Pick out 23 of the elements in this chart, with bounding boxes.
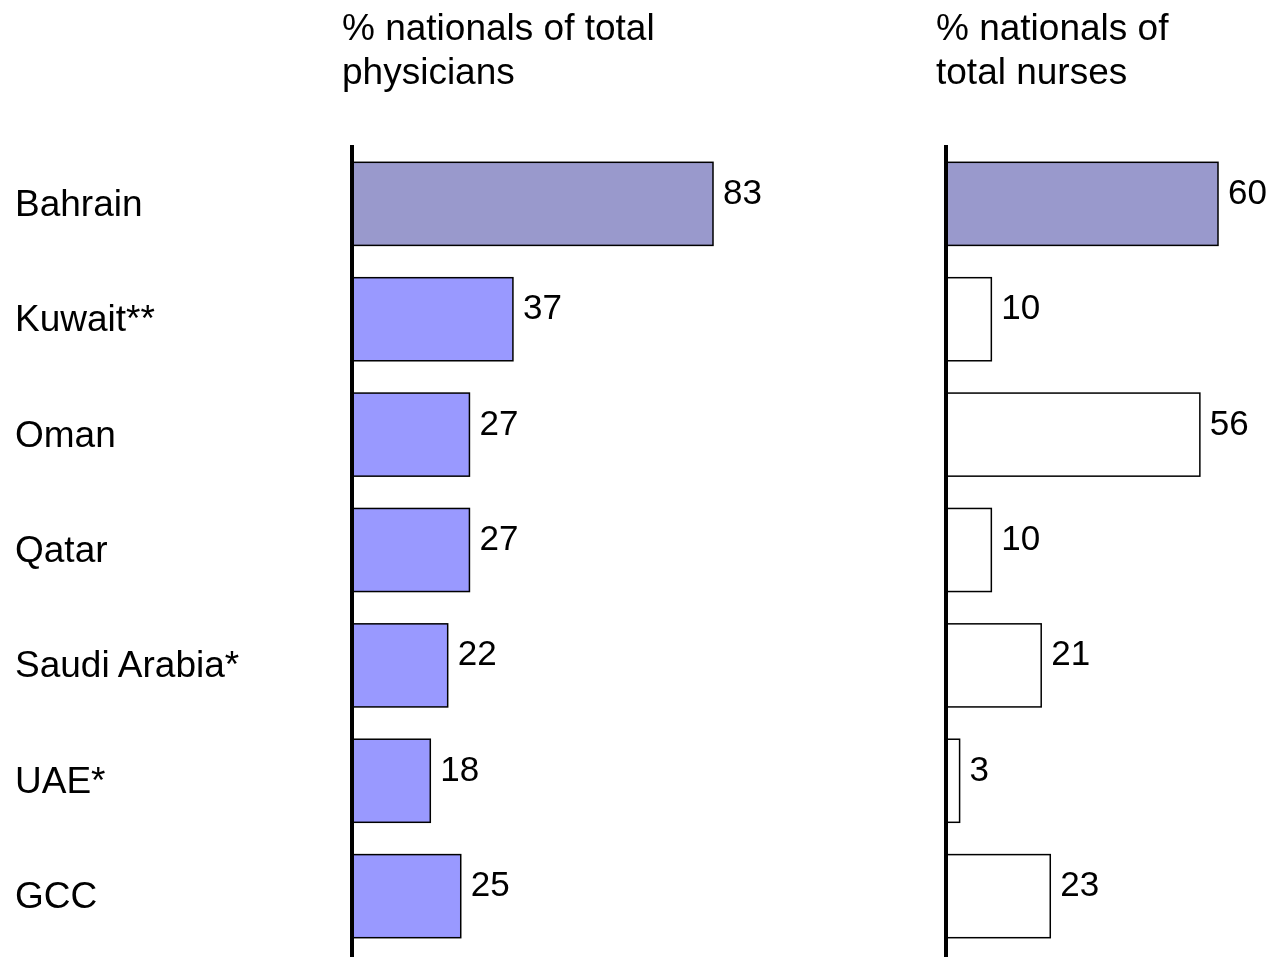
y-tick-label: GCC (15, 875, 98, 917)
data-label: 21 (1051, 633, 1091, 673)
data-label: 83 (723, 171, 762, 211)
y-tick-label: Qatar (15, 529, 108, 570)
y-tick-label: Oman (15, 413, 116, 455)
data-label: 22 (457, 633, 497, 673)
chart-title: % nationals of total nurses (936, 7, 1170, 92)
data-label: 18 (440, 748, 480, 788)
data-label: 56 (1209, 402, 1249, 442)
chart-title: % nationals of total physicians (342, 7, 655, 92)
y-tick-label: Bahrain (15, 182, 143, 224)
data-label: 10 (1001, 287, 1041, 327)
y-tick-label: Kuwait** (15, 298, 155, 340)
data-label: 23 (1060, 864, 1100, 904)
data-label: 3 (969, 748, 990, 788)
data-label: 10 (1001, 518, 1041, 557)
data-label: 27 (479, 402, 519, 442)
data-label: 60 (1228, 171, 1267, 211)
y-tick-label: UAE* (15, 759, 106, 801)
data-label: 37 (522, 287, 562, 327)
data-label: 27 (479, 518, 519, 557)
data-label: 25 (470, 864, 510, 904)
y-tick-label: Saudi Arabia* (15, 644, 240, 686)
